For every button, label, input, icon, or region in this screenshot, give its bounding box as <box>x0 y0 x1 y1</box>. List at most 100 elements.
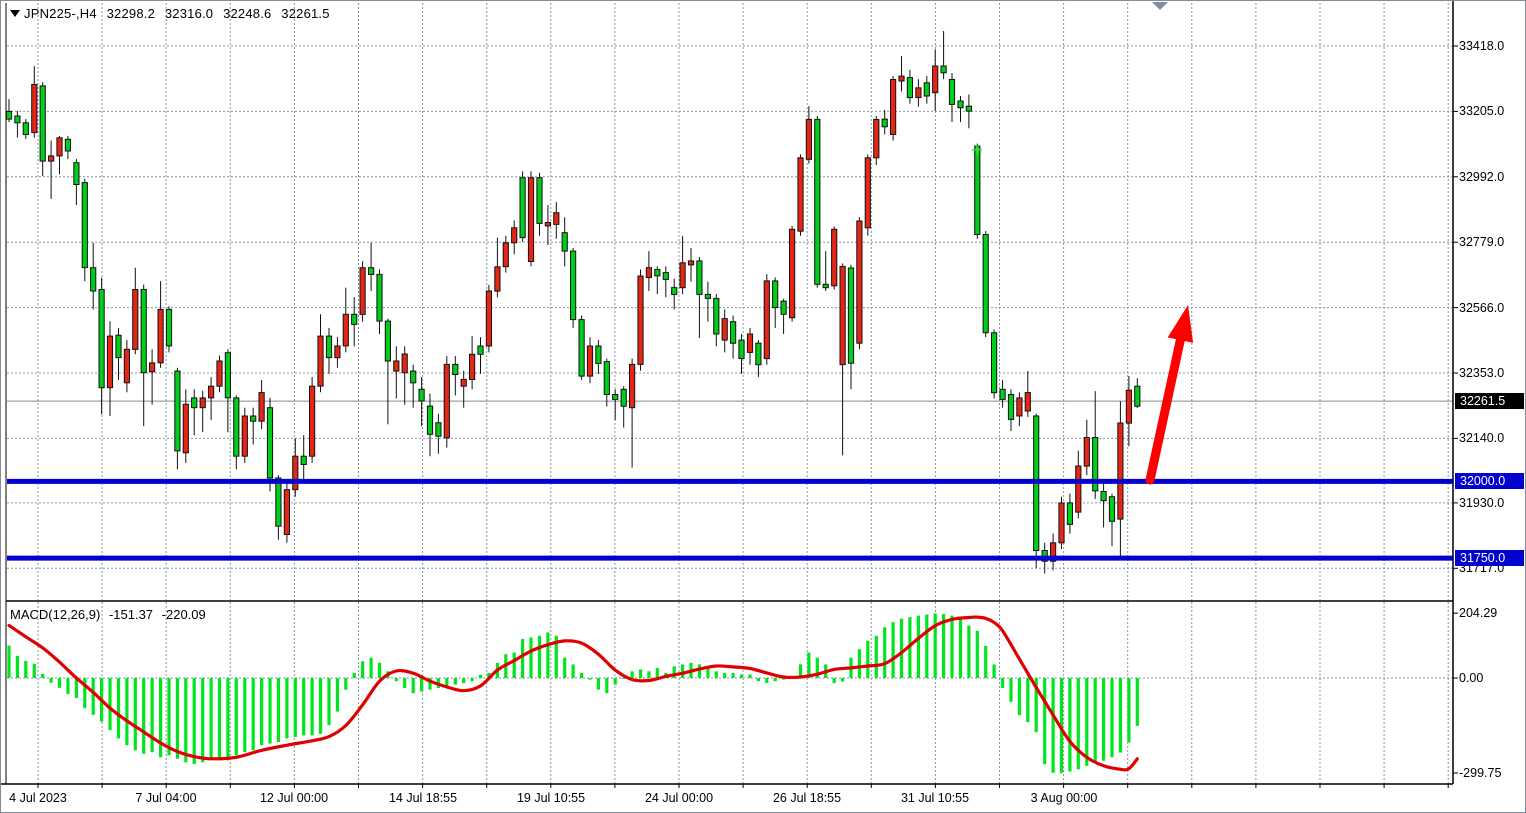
candlestick[interactable] <box>906 77 913 99</box>
candlestick[interactable] <box>873 118 880 159</box>
candlestick[interactable] <box>31 83 38 134</box>
candlestick[interactable] <box>570 250 577 321</box>
trend-arrow[interactable] <box>1145 329 1187 485</box>
candlestick[interactable] <box>603 361 610 396</box>
candlestick[interactable] <box>435 422 442 437</box>
candlestick[interactable] <box>1092 437 1099 492</box>
candlestick[interactable] <box>14 115 21 124</box>
candlestick[interactable] <box>687 260 695 266</box>
candlestick[interactable] <box>620 388 627 407</box>
candlestick[interactable] <box>965 105 972 112</box>
candlestick[interactable] <box>90 267 97 292</box>
candlestick[interactable] <box>1075 465 1082 513</box>
candlestick[interactable] <box>165 308 173 347</box>
candlestick[interactable] <box>696 260 703 295</box>
candlestick[interactable] <box>629 363 636 409</box>
candlestick[interactable] <box>561 232 568 252</box>
candlestick[interactable] <box>401 353 408 374</box>
candlestick[interactable] <box>982 234 989 334</box>
candlestick[interactable] <box>1016 397 1023 417</box>
candlestick[interactable] <box>713 297 720 335</box>
candlestick[interactable] <box>881 118 888 128</box>
candlestick[interactable] <box>452 363 459 375</box>
candlestick[interactable] <box>266 407 274 479</box>
candlestick[interactable] <box>485 290 492 347</box>
candlestick[interactable] <box>612 394 619 400</box>
candlestick[interactable] <box>157 308 164 364</box>
candlestick[interactable] <box>132 289 139 350</box>
candlestick[interactable] <box>258 392 265 422</box>
candlestick[interactable] <box>426 405 434 435</box>
candlestick[interactable] <box>679 262 686 289</box>
candlestick[interactable] <box>645 267 652 279</box>
candlestick[interactable] <box>721 318 728 341</box>
candlestick[interactable] <box>22 122 29 136</box>
candlestick[interactable] <box>763 280 770 360</box>
candlestick[interactable] <box>898 75 905 82</box>
candlestick[interactable] <box>1125 389 1133 424</box>
candlestick[interactable] <box>418 388 425 402</box>
candlestick[interactable] <box>536 177 543 224</box>
candlestick[interactable] <box>81 182 88 269</box>
candlestick[interactable] <box>586 345 594 377</box>
candlestick[interactable] <box>511 227 518 244</box>
candlestick[interactable] <box>283 489 290 536</box>
candlestick[interactable] <box>48 155 55 162</box>
candlestick[interactable] <box>292 455 299 491</box>
candlestick[interactable] <box>519 177 526 239</box>
candlestick[interactable] <box>368 267 375 276</box>
candlestick[interactable] <box>1134 385 1141 407</box>
candlestick[interactable] <box>393 360 400 372</box>
candlestick[interactable] <box>704 293 711 299</box>
candlestick[interactable] <box>494 266 501 292</box>
candlestick[interactable] <box>1108 496 1116 522</box>
candlestick[interactable] <box>662 272 669 280</box>
candlestick[interactable] <box>1058 502 1065 544</box>
candlestick[interactable] <box>334 345 341 359</box>
candlestick[interactable] <box>39 85 46 162</box>
candlestick[interactable] <box>191 397 198 409</box>
candlestick[interactable] <box>932 65 939 94</box>
candlestick[interactable] <box>856 220 863 344</box>
candlestick[interactable] <box>637 275 644 365</box>
candlestick[interactable] <box>140 289 147 374</box>
candlestick[interactable] <box>233 397 240 457</box>
candlestick[interactable] <box>1083 437 1090 467</box>
candlestick[interactable] <box>780 300 787 315</box>
candlestick[interactable] <box>831 228 838 287</box>
candlestick[interactable] <box>460 378 467 387</box>
candlestick[interactable] <box>502 242 509 268</box>
candlestick[interactable] <box>208 385 215 399</box>
candlestick[interactable] <box>410 370 417 384</box>
candlestick[interactable] <box>182 403 189 454</box>
candlestick[interactable] <box>814 118 821 285</box>
candlestick[interactable] <box>654 269 661 277</box>
candlestick[interactable] <box>351 313 358 325</box>
candlestick[interactable] <box>1050 542 1057 562</box>
candlestick[interactable] <box>948 79 956 105</box>
candlestick[interactable] <box>923 82 930 97</box>
candlestick[interactable] <box>241 415 248 457</box>
candlestick[interactable] <box>527 177 535 262</box>
candlestick[interactable] <box>98 289 105 389</box>
candlestick[interactable] <box>123 348 131 384</box>
candlestick[interactable] <box>738 339 745 360</box>
candlestick[interactable] <box>5 110 13 120</box>
scroll-position-marker[interactable] <box>1152 2 1168 10</box>
candlestick[interactable] <box>544 222 551 227</box>
candlestick[interactable] <box>317 335 324 387</box>
candlestick[interactable] <box>469 353 476 380</box>
candlestick[interactable] <box>578 319 585 377</box>
trend-arrow-head[interactable] <box>1167 305 1194 343</box>
candlestick[interactable] <box>384 320 391 362</box>
candlestick[interactable] <box>224 352 232 399</box>
candlestick[interactable] <box>309 385 316 457</box>
candlestick[interactable] <box>789 228 796 319</box>
candlestick[interactable] <box>957 100 964 109</box>
symbol-dropdown-icon[interactable] <box>10 10 20 17</box>
candlestick[interactable] <box>805 118 812 160</box>
candlestick[interactable] <box>915 87 922 99</box>
candlestick[interactable] <box>974 145 981 236</box>
candlestick[interactable] <box>149 362 156 373</box>
candlestick[interactable] <box>1024 392 1031 412</box>
